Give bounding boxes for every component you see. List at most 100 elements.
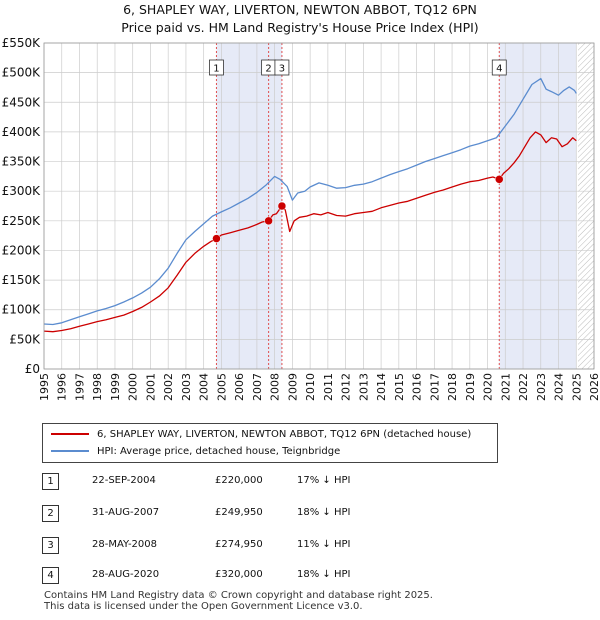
sale-number-box: 3 — [274, 59, 290, 76]
axes: £0 £50K £100K £150K £200K £250K £300K £350K £400… — [2, 36, 600, 401]
x-tick-label: 2023 — [535, 373, 548, 401]
x-tick-label: 2004 — [198, 373, 211, 401]
sale-number-badge: 4 — [42, 567, 59, 584]
sale-number-box-frame — [274, 59, 290, 76]
x-tick-label: 1995 — [38, 373, 51, 401]
y-tick-label: £100K — [2, 303, 42, 317]
x-tick-label: 1998 — [91, 373, 104, 401]
x-tick-label: 2003 — [180, 373, 193, 401]
sale-number-badge: 1 — [42, 473, 59, 490]
sale-price: £320,000 — [215, 569, 263, 580]
x-tick-label: 2000 — [127, 373, 140, 401]
sale-price: £220,000 — [215, 475, 263, 486]
sale-number-box: 2 — [261, 59, 277, 76]
y-tick-label: £400K — [2, 125, 42, 139]
sale-number-label: 3 — [279, 64, 285, 75]
sale-row: 3 28-MAY-2008 £274,950 11% ↓ HPI — [42, 536, 442, 554]
x-tick-label: 2010 — [304, 373, 317, 401]
title-subtitle: Price paid vs. HM Land Registry's House … — [121, 20, 479, 35]
sale-hpi-diff: 11% ↓ HPI — [297, 539, 351, 550]
sale-hpi-diff: 18% ↓ HPI — [297, 507, 351, 518]
sale-row: 1 22-SEP-2004 £220,000 17% ↓ HPI — [42, 472, 442, 490]
sale-hpi-diff: 18% ↓ HPI — [297, 569, 351, 580]
y-tick-label: £450K — [2, 95, 42, 109]
legend-item-property: 6, SHAPLEY WAY, LIVERTON, NEWTON ABBOT, … — [51, 427, 471, 443]
sale-points — [212, 175, 504, 243]
x-tick-label: 2009 — [286, 373, 299, 401]
series-line-hpi — [43, 77, 577, 326]
plot-frame — [43, 42, 595, 370]
x-tick-label: 2021 — [499, 373, 512, 401]
sale-number-label: 1 — [213, 64, 219, 75]
x-tick-label: 2011 — [322, 373, 335, 401]
sale-number-badge: 3 — [42, 537, 59, 554]
sale-price: £249,950 — [215, 507, 263, 518]
x-tick-label: 2026 — [588, 373, 600, 401]
sale-point — [277, 201, 287, 211]
sale-date: 28-AUG-2020 — [92, 569, 160, 580]
sale-hpi-diff: 17% ↓ HPI — [297, 475, 351, 486]
sale-date: 31-AUG-2007 — [92, 507, 160, 518]
sale-point — [212, 234, 221, 243]
ownership-shade — [499, 43, 577, 369]
shaded-regions — [44, 43, 594, 369]
x-tick-label: 2002 — [162, 373, 175, 401]
x-tick-label: 2024 — [553, 373, 566, 401]
footer-copyright: Contains HM Land Registry data © Crown c… — [44, 590, 433, 601]
sale-date: 28-MAY-2008 — [92, 539, 158, 550]
x-tick-label: 2014 — [375, 373, 388, 401]
series — [43, 77, 577, 333]
sale-point — [495, 175, 504, 184]
x-tick-label: 1997 — [73, 373, 86, 401]
sale-date: 22-SEP-2004 — [92, 475, 156, 486]
y-tick-label: £250K — [2, 214, 42, 228]
y-tick-label: £500K — [2, 66, 42, 80]
x-tick-label: 1999 — [109, 373, 122, 401]
legend-swatch-property — [51, 433, 89, 435]
sale-point — [264, 216, 273, 226]
x-tick-label: 1996 — [56, 373, 69, 401]
legend-swatch-hpi — [51, 450, 89, 452]
y-tick-label: £300K — [2, 184, 42, 198]
x-tick-label: 2017 — [428, 373, 441, 401]
y-tick-label: £50K — [9, 332, 41, 346]
ownership-shade — [216, 43, 282, 369]
y-tick-label: £350K — [2, 155, 42, 169]
x-tick-label: 2008 — [269, 373, 282, 401]
legend: 6, SHAPLEY WAY, LIVERTON, NEWTON ABBOT, … — [42, 423, 498, 463]
x-tick-label: 2006 — [233, 373, 246, 401]
x-tick-label: 2012 — [340, 373, 353, 401]
y-tick-label: £550K — [2, 36, 42, 50]
sale-number-box-frame — [491, 59, 507, 76]
sale-number-box-frame — [209, 59, 224, 76]
x-tick-label: 2019 — [464, 373, 477, 401]
chart-title: 6, SHAPLEY WAY, LIVERTON, NEWTON ABBOT, … — [0, 0, 600, 37]
x-tick-label: 2025 — [570, 373, 583, 401]
sale-row: 4 28-AUG-2020 £320,000 18% ↓ HPI — [42, 566, 442, 584]
x-tick-label: 2007 — [251, 373, 264, 401]
sale-row: 2 31-AUG-2007 £249,950 18% ↓ HPI — [42, 504, 442, 522]
x-tick-label: 2020 — [482, 373, 495, 401]
future-hatch — [578, 43, 594, 369]
x-tick-label: 2016 — [411, 373, 424, 401]
sale-number-box: 1 — [209, 59, 224, 76]
legend-label-hpi: HPI: Average price, detached house, Teig… — [97, 446, 341, 457]
sale-number-label: 2 — [265, 64, 271, 75]
sale-number-box: 4 — [491, 59, 507, 76]
title-address: 6, SHAPLEY WAY, LIVERTON, NEWTON ABBOT, … — [123, 2, 477, 17]
x-tick-label: 2001 — [144, 373, 157, 401]
y-tick-label: £200K — [2, 243, 42, 257]
sale-number-badge: 2 — [42, 505, 59, 522]
legend-label-property: 6, SHAPLEY WAY, LIVERTON, NEWTON ABBOT, … — [97, 429, 472, 440]
legend-item-hpi: HPI: Average price, detached house, Teig… — [51, 444, 340, 460]
x-tick-label: 2015 — [393, 373, 406, 401]
x-tick-label: 2018 — [446, 373, 459, 401]
sale-price: £274,950 — [215, 539, 263, 550]
sale-number-label: 4 — [496, 64, 502, 75]
footer-attribution: Contains HM Land Registry data © Crown c… — [44, 590, 433, 612]
future-hatch-area — [578, 43, 594, 369]
x-tick-label: 2005 — [215, 373, 228, 401]
series-line-property — [43, 131, 577, 333]
